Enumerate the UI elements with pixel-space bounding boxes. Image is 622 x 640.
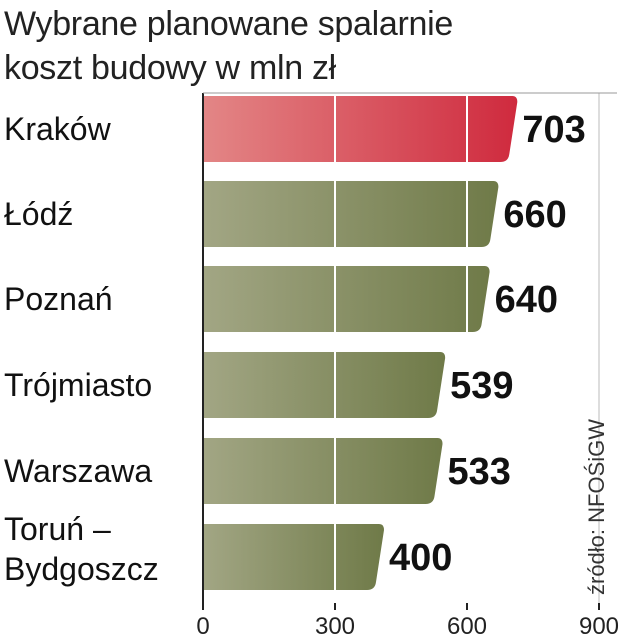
category-label: Toruń – <box>4 511 111 547</box>
tick-label: 300 <box>315 613 355 640</box>
value-label: 703 <box>522 109 585 151</box>
grid-layer <box>334 93 600 603</box>
bar <box>203 524 384 590</box>
bar <box>203 96 518 162</box>
category-label: Bydgoszcz <box>4 551 159 587</box>
bar <box>203 352 446 418</box>
category-label: Trójmiasto <box>4 367 152 403</box>
labels-layer: 703 Kraków 660 Łódź 640 Poznań 539 Trójmiasto 53… <box>4 109 609 595</box>
value-label: 533 <box>448 451 511 493</box>
chart-title: Wybrane planowane spalarnie koszt budowy… <box>4 2 564 90</box>
value-label: 660 <box>503 194 566 236</box>
category-label: Warszawa <box>4 453 152 489</box>
source-label: źródło: NFOŚiGW <box>584 419 609 595</box>
value-label: 400 <box>389 537 452 579</box>
tick-label: 900 <box>579 613 619 640</box>
bar <box>203 266 490 332</box>
tick-label: 600 <box>447 613 487 640</box>
bar <box>203 438 443 504</box>
category-label: Łódź <box>4 196 73 232</box>
category-label: Poznań <box>4 281 113 317</box>
chart-subtitle: koszt budowy w mln zł <box>4 49 336 87</box>
bar <box>203 181 499 247</box>
bars-layer <box>203 96 518 590</box>
tick-label: 0 <box>196 613 209 640</box>
chart-title-line-1: Wybrane planowane spalarnie <box>4 5 453 43</box>
x-axis: 0 300 600 900 <box>196 92 619 640</box>
value-label: 640 <box>495 279 558 321</box>
value-label: 539 <box>450 365 513 407</box>
category-label: Kraków <box>4 111 112 147</box>
